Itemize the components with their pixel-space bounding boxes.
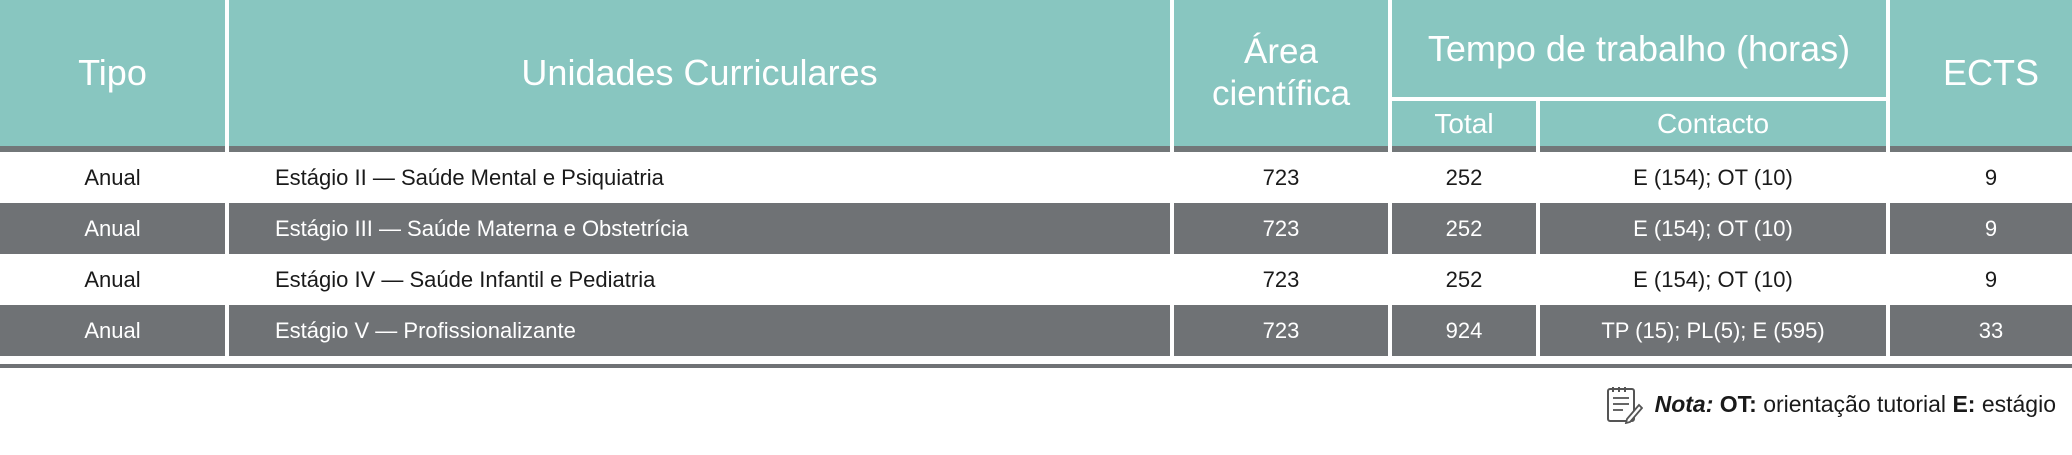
notepad-pencil-icon [1606,387,1643,424]
header-total-label: Total [1434,107,1494,139]
header-contacto: Contacto [1540,101,1886,152]
header-tempo: Tempo de trabalho (horas) [1392,0,1886,97]
cell-area: 723 [1174,152,1388,203]
cell-contacto: E (154); OT (10) [1540,152,1886,203]
table-bottom-rule [0,364,2072,368]
table-note: Nota: OT: orientação tutorial E: estágio [1605,384,2056,424]
cell-ects: 9 [1890,203,2072,254]
cell-ects: 9 [1890,254,2072,305]
cell-tipo: Anual [0,305,225,356]
header-ects-label: ECTS [1942,52,2039,94]
cell-uc: Estágio IV — Saúde Infantil e Pediatria [229,254,1170,305]
cell-total: 252 [1392,203,1536,254]
header-area: Área científica [1174,0,1388,152]
cell-contacto: E (154); OT (10) [1540,254,1886,305]
header-tipo: Tipo [0,0,225,152]
header-contacto-label: Contacto [1656,107,1770,139]
note-ot-abbr: OT: [1719,390,1757,417]
header-total: Total [1392,101,1536,152]
cell-tipo: Anual [0,203,225,254]
note-e-text: estágio [1981,390,2056,417]
header-unidades-label: Unidades Curriculares [521,52,878,94]
cell-total: 924 [1392,305,1536,356]
cell-uc: Estágio III — Saúde Materna e Obstetríci… [229,203,1170,254]
cell-tipo: Anual [0,254,225,305]
cell-total: 252 [1392,152,1536,203]
cell-contacto: E (154); OT (10) [1540,203,1886,254]
header-tempo-label: Tempo de trabalho (horas) [1427,27,1851,69]
curricular-table: Tipo Unidades Curriculares Área científi… [0,0,2072,356]
cell-contacto: TP (15); PL(5); E (595) [1540,305,1886,356]
cell-area: 723 [1174,203,1388,254]
cell-area: 723 [1174,254,1388,305]
note-ot-text: orientação tutorial [1763,390,1947,417]
cell-tipo: Anual [0,152,225,203]
note-text: Nota: OT: orientação tutorial E: estágio [1655,391,2056,418]
header-ects: ECTS [1890,0,2072,152]
cell-uc: Estágio V — Profissionalizante [229,305,1170,356]
cell-uc: Estágio II — Saúde Mental e Psiquiatria [229,152,1170,203]
header-area-line2: científica [1211,74,1351,113]
cell-total: 252 [1392,254,1536,305]
cell-ects: 33 [1890,305,2072,356]
header-area-line1: Área [1244,32,1318,71]
cell-ects: 9 [1890,152,2072,203]
header-unidades: Unidades Curriculares [229,0,1170,152]
note-e-abbr: E: [1952,390,1976,417]
cell-area: 723 [1174,305,1388,356]
note-label: Nota: [1654,390,1714,417]
header-tipo-label: Tipo [78,52,147,94]
